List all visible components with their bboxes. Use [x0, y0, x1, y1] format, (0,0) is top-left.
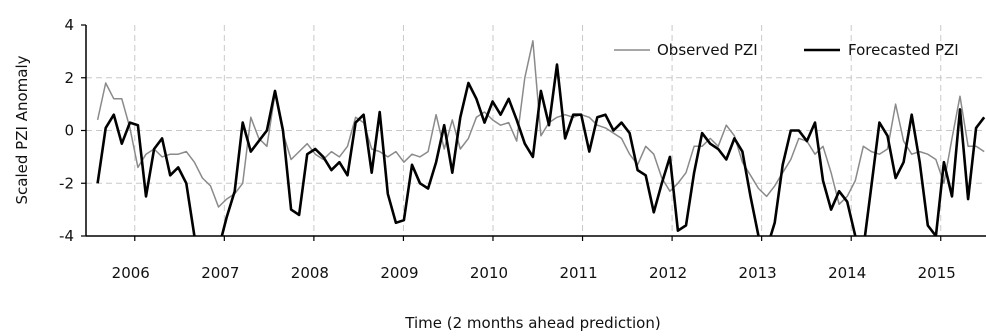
- x-tick-label-1: 2007: [201, 264, 239, 282]
- x-tick-label-4: 2010: [470, 264, 508, 282]
- x-tick-label-0: 2006: [112, 264, 150, 282]
- series-layer: [96, 40, 986, 236]
- y-tick-label-4: 4: [64, 16, 74, 34]
- x-tick-label-2: 2008: [291, 264, 329, 282]
- y-tick-label-2: 0: [64, 122, 74, 140]
- legend: Observed PZI Forecasted PZI: [614, 41, 959, 59]
- series-line-observed-pzi: [96, 40, 985, 208]
- x-tick-label-7: 2013: [739, 264, 777, 282]
- tick-labels: -4 -2 0 2 4 2006 2007 2008 2009 2010 2011 2012 2013 2…: [59, 16, 956, 282]
- y-axis-label: Scaled PZI Anomaly: [13, 55, 31, 204]
- legend-label-observed: Observed PZI: [657, 41, 758, 59]
- x-tick-label-6: 2012: [649, 264, 687, 282]
- y-tick-label-0: -4: [59, 227, 74, 245]
- legend-label-forecasted: Forecasted PZI: [848, 41, 959, 59]
- y-tick-label-1: -2: [59, 174, 74, 192]
- y-tick-label-3: 2: [64, 69, 74, 87]
- x-tick-label-3: 2009: [380, 264, 418, 282]
- x-axis-label: Time (2 months ahead prediction): [404, 314, 660, 332]
- x-tick-label-9: 2015: [918, 264, 956, 282]
- axes: [81, 24, 986, 241]
- x-tick-label-8: 2014: [828, 264, 866, 282]
- series-line-forecasted-pzi: [96, 63, 986, 236]
- x-tick-label-5: 2011: [559, 264, 597, 282]
